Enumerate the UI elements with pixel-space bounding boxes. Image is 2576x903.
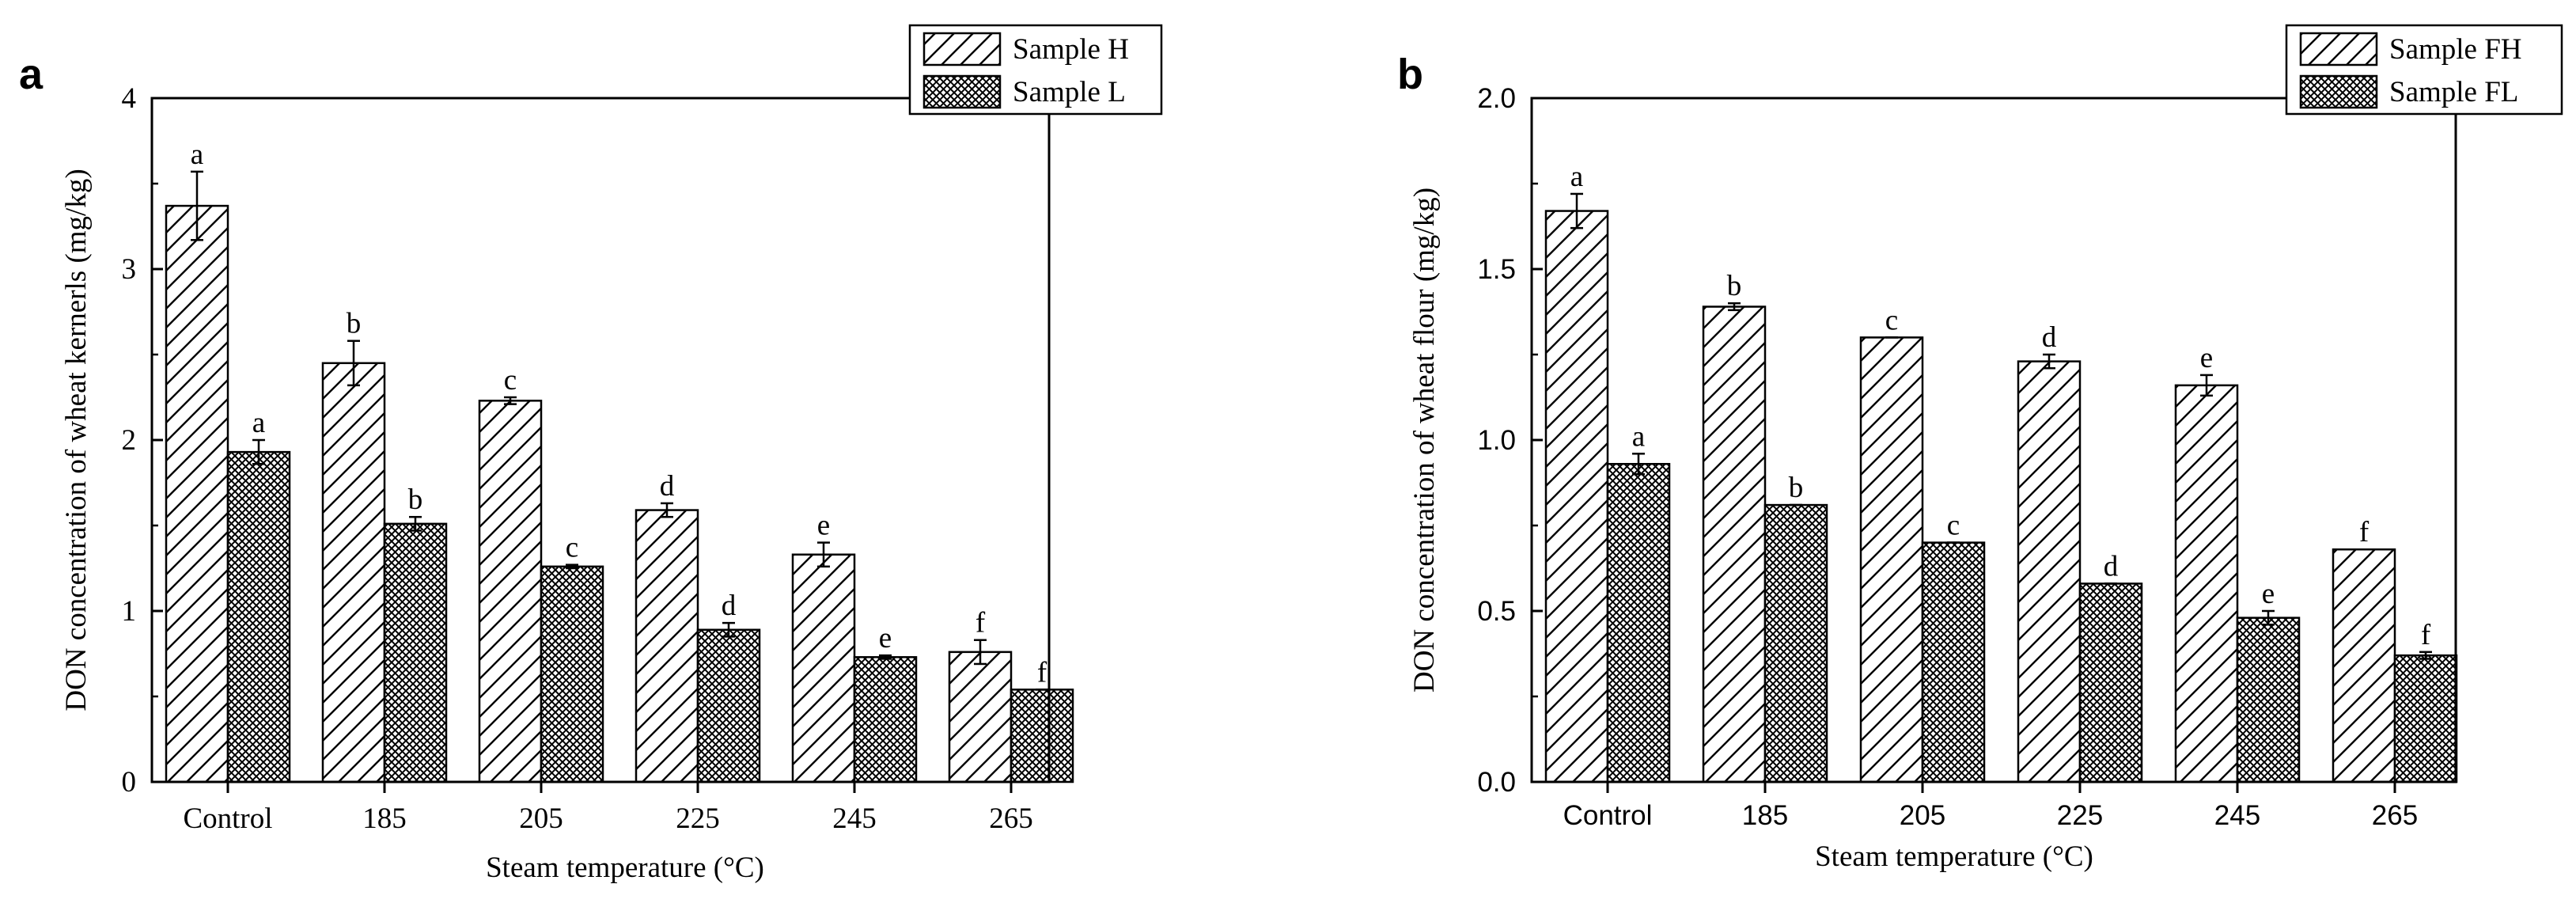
significance-letter: f: [1037, 656, 1047, 689]
bar: [696, 628, 761, 783]
legend-swatch-sample-fl: [2299, 74, 2378, 109]
bar: [2332, 548, 2396, 783]
x-tick-label: 225: [2057, 800, 2103, 831]
bar: [1010, 689, 1074, 783]
legend-label-sample-fh: Sample FH: [2389, 33, 2522, 66]
significance-letter: b: [347, 308, 362, 340]
significance-letter: d: [660, 470, 675, 503]
bar: [165, 204, 229, 783]
significance-letter: a: [191, 138, 203, 171]
significance-letter: e: [817, 510, 830, 542]
y-axis-title: DON concentration of wheat flour (mg/kg): [1408, 188, 1441, 692]
x-tick-label: Control: [183, 802, 272, 835]
bar: [478, 400, 543, 783]
significance-letter: a: [1570, 161, 1583, 193]
significance-letter: c: [1947, 510, 1960, 542]
legend: Sample FH Sample FL: [2285, 24, 2563, 116]
bar: [1544, 210, 1609, 783]
significance-letter: b: [1727, 270, 1742, 302]
bar: [2078, 582, 2143, 783]
significance-letter: c: [504, 364, 517, 396]
bar: [1763, 503, 1828, 783]
y-tick-label: 2: [122, 424, 137, 457]
significance-letter: d: [2042, 321, 2057, 354]
significance-letter: d: [722, 590, 737, 622]
bar: [226, 450, 291, 783]
x-tick-label: Control: [1563, 800, 1653, 831]
y-tick-label: 4: [122, 82, 137, 115]
significance-letter: e: [879, 622, 892, 654]
significance-letter: e: [2200, 342, 2213, 374]
x-tick-label: 265: [989, 802, 1033, 835]
x-tick-label: 185: [1742, 800, 1788, 831]
bar: [540, 565, 604, 783]
significance-letter: e: [2262, 578, 2275, 610]
y-tick-label: 1.5: [1477, 254, 1516, 285]
y-tick-label: 1.0: [1477, 425, 1516, 456]
x-axis-title: Steam temperature (°C): [486, 852, 764, 884]
significance-letter: f: [2359, 516, 2370, 548]
legend-label-sample-fl: Sample FL: [2389, 76, 2518, 108]
x-axis-title: Steam temperature (°C): [1815, 840, 2093, 873]
bar: [2393, 654, 2458, 783]
x-tick-label: 185: [362, 802, 407, 835]
significance-letter: c: [1885, 304, 1898, 336]
bar: [1702, 305, 1767, 783]
bar: [1606, 462, 1671, 783]
significance-letter: b: [1789, 472, 1804, 504]
bar: [2236, 617, 2301, 783]
panel-label: b: [1397, 51, 1423, 98]
legend: Sample H Sample L: [908, 24, 1163, 116]
bar: [791, 553, 856, 783]
significance-letter: a: [252, 407, 265, 439]
significance-letter: c: [566, 532, 578, 564]
x-tick-label: 205: [1900, 800, 1945, 831]
x-tick-label: 245: [2214, 800, 2260, 831]
y-tick-label: 0.0: [1477, 767, 1516, 798]
legend-swatch-sample-fh: [2299, 32, 2378, 66]
bar: [635, 509, 699, 783]
bar: [1921, 541, 1986, 783]
bar: [321, 362, 386, 783]
panel-b: b a a b b c c d d e e f f 0.0 0.5 1.0 1.5 2.0 Control 18…: [1397, 24, 2563, 873]
bar: [2017, 360, 2082, 783]
x-tick-label: 205: [519, 802, 563, 835]
x-tick-label: 265: [2372, 800, 2418, 831]
panel-label: a: [19, 51, 44, 98]
x-tick-label: 225: [676, 802, 720, 835]
y-axis-title: DON concentration of wheat kernerls (mg/…: [60, 169, 93, 711]
significance-letter: b: [408, 484, 423, 516]
significance-letter: f: [2421, 619, 2431, 651]
bar: [948, 651, 1013, 783]
bar: [2174, 384, 2239, 783]
legend-swatch-sample-h: [922, 32, 1002, 66]
significance-letter: f: [975, 607, 986, 639]
bar: [1859, 336, 1924, 783]
y-tick-label: 1: [122, 595, 137, 628]
x-tick-label: 245: [832, 802, 877, 835]
legend-label-sample-h: Sample H: [1013, 33, 1129, 66]
panel-a: a a a b b c c d d e e f f 0 1 2 3 4 Control 185 205 225 245…: [19, 24, 1163, 884]
y-tick-label: 3: [122, 253, 137, 286]
legend-label-sample-l: Sample L: [1013, 76, 1126, 108]
legend-swatch-sample-l: [922, 74, 1002, 109]
bar: [383, 522, 448, 783]
y-tick-label: 2.0: [1477, 83, 1516, 114]
bar: [853, 656, 918, 783]
y-tick-label: 0.5: [1477, 596, 1516, 627]
y-tick-label: 0: [122, 766, 137, 799]
significance-letter: d: [2104, 550, 2119, 582]
significance-letter: a: [1632, 420, 1645, 453]
